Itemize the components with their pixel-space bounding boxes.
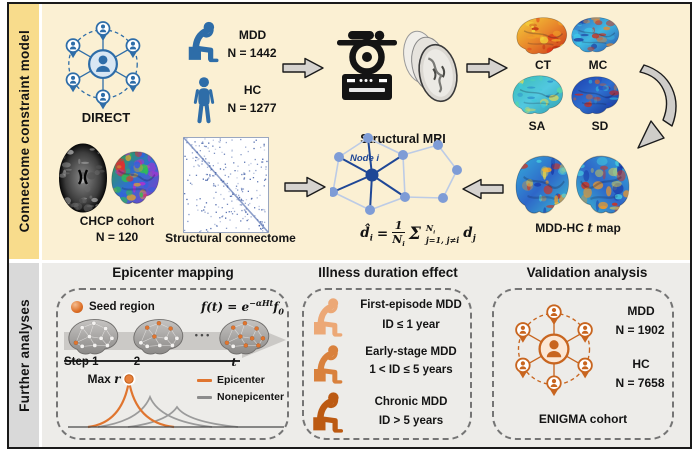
direct-label: DIRECT xyxy=(81,110,131,125)
connectome-label: Structural connectome xyxy=(165,231,296,245)
stept-label: t xyxy=(231,355,237,369)
flow-arrow-right-icon xyxy=(284,176,326,198)
flow-arrow-right-icon xyxy=(466,57,508,79)
node-i xyxy=(365,168,379,182)
degree-formula: d̂i = 1 Ni Σ Ni j=1, j≠i dj xyxy=(360,219,476,249)
direct-network-icon xyxy=(56,16,150,114)
early-stage-range: 1 < ID ≤ 5 years xyxy=(369,364,453,376)
brain-slices-icon xyxy=(398,24,462,108)
mri-label: Structural MRI xyxy=(360,132,446,146)
sidebar-further-analyses: Further analyses xyxy=(9,263,39,447)
mc-label: MC xyxy=(588,58,608,72)
curved-flow-arrow-icon xyxy=(630,64,684,158)
bottom-section-background xyxy=(42,263,692,447)
validation-mdd-label: MDD xyxy=(627,304,655,318)
sd-brain-map xyxy=(569,74,621,117)
validation-hc-label: HC xyxy=(632,357,650,371)
node-network-diagram: Node i xyxy=(330,128,464,234)
validation-panel xyxy=(492,288,674,440)
hc-n: N = 1277 xyxy=(227,101,277,115)
epicenter-legend-swatch xyxy=(197,378,212,382)
illness-panel xyxy=(302,288,472,440)
ct-label: CT xyxy=(535,58,551,72)
mdd-patient-icon xyxy=(187,20,222,63)
chcp-tractography-image xyxy=(109,148,161,208)
chcp-axial-brain-image xyxy=(57,142,109,214)
propagation-brain-stept xyxy=(217,317,271,357)
early-stage-icon xyxy=(312,344,346,384)
illness-title: Illness duration effect xyxy=(318,265,458,280)
sa-label: SA xyxy=(528,119,546,133)
chcp-n: N = 120 xyxy=(95,230,139,244)
propagation-brain-step1 xyxy=(66,317,120,357)
mdd-n: N = 1442 xyxy=(227,46,277,60)
step2-label: 2 xyxy=(133,356,141,368)
max-r-label: Max r xyxy=(87,372,121,386)
early-stage-name: Early-stage MDD xyxy=(365,346,457,358)
hc-label: HC xyxy=(243,83,262,97)
chronic-name: Chronic MDD xyxy=(374,396,448,408)
node-i-label: Node i xyxy=(350,153,379,164)
nonepicenter-legend-swatch xyxy=(197,395,212,399)
step1-label: Step 1 xyxy=(64,356,99,368)
validation-mdd-n: N = 1902 xyxy=(615,323,665,337)
propagation-dots: • • • xyxy=(194,330,210,340)
diffusion-formula: f(t) = e−αHtf0 xyxy=(201,298,284,317)
mdd-label: MDD xyxy=(238,28,267,42)
mc-brain-map xyxy=(569,15,621,55)
epicenter-panel xyxy=(56,288,289,440)
validation-title: Validation analysis xyxy=(526,265,648,280)
propagation-brain-step2 xyxy=(131,317,185,357)
sa-brain-map xyxy=(510,73,565,117)
enigma-cohort-label: ENIGMA cohort xyxy=(538,412,628,426)
tmap-left-hemisphere xyxy=(513,152,571,218)
hc-person-icon xyxy=(191,77,217,124)
flow-arrow-right-icon xyxy=(282,57,324,79)
legend-epicenter: Epicenter xyxy=(197,374,265,386)
connectome-matrix-image xyxy=(183,137,269,233)
seed-region-label: Seed region xyxy=(89,301,155,313)
tmap-right-hemisphere xyxy=(574,152,632,218)
tmap-label: MDD-HC t map xyxy=(535,221,621,235)
first-episode-icon xyxy=(312,297,346,337)
mri-scanner-icon xyxy=(336,26,398,104)
chronic-icon xyxy=(311,391,347,433)
chcp-label: CHCP cohort xyxy=(79,214,155,228)
epicenter-curves-chart xyxy=(60,370,288,432)
epicenter-title: Epicenter mapping xyxy=(112,265,234,280)
validation-hc-n: N = 7658 xyxy=(615,376,665,390)
seed-region-icon xyxy=(71,301,83,313)
sidebar-connectome-model: Connectome constraint model xyxy=(9,4,39,259)
first-episode-name: First-episode MDD xyxy=(360,299,462,311)
flow-arrow-left-icon xyxy=(462,178,504,200)
chronic-range: ID > 5 years xyxy=(378,415,444,427)
enigma-network-icon xyxy=(506,296,602,404)
sd-label: SD xyxy=(591,119,609,133)
ct-brain-map xyxy=(514,15,569,57)
legend-nonepicenter: Nonepicenter xyxy=(197,391,284,403)
first-episode-range: ID ≤ 1 year xyxy=(382,319,440,331)
figure-border xyxy=(7,2,692,449)
